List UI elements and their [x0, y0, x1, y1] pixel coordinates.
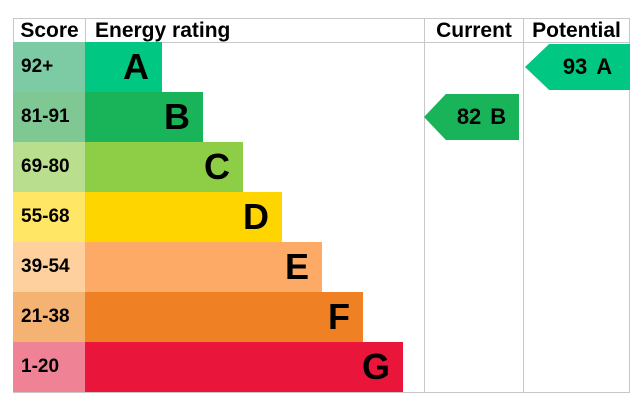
rating-band-row: 92+ A	[13, 42, 424, 92]
epc-table: Score Energy rating Current Potential 92…	[13, 18, 630, 393]
score-column-divider	[85, 18, 86, 42]
current-rating-arrow: 82 B	[424, 94, 519, 140]
rating-band-bar: F	[85, 292, 363, 342]
potential-column-divider	[523, 18, 524, 392]
rating-band-letter: E	[284, 246, 309, 287]
table-right-border	[629, 18, 630, 392]
rating-band-letter: B	[164, 96, 190, 137]
score-range-cell: 1-20	[13, 342, 85, 392]
rating-band-row: 39-54 E	[13, 242, 424, 292]
rating-band-bar: D	[85, 192, 282, 242]
rating-band-bar: C	[85, 142, 243, 192]
current-rating-value: 82	[456, 104, 482, 129]
current-column-header: Current	[436, 18, 512, 42]
rating-band-row: 55-68 D	[13, 192, 424, 242]
rating-band-row: 69-80 C	[13, 142, 424, 192]
table-bottom-border	[13, 392, 630, 393]
table-top-border	[13, 18, 630, 19]
score-range-cell: 81-91	[13, 92, 85, 142]
potential-rating-arrow: 93 A	[525, 44, 630, 90]
rating-band-row: 81-91 B	[13, 92, 424, 142]
current-rating-band-letter: B	[490, 104, 507, 129]
score-range-cell: 21-38	[13, 292, 85, 342]
score-range-cell: 55-68	[13, 192, 85, 242]
rating-band-letter: C	[204, 146, 230, 187]
potential-rating-value: 93	[562, 54, 588, 79]
energy-rating-column-header: Energy rating	[95, 18, 231, 42]
rating-band-letter: D	[243, 196, 269, 237]
score-range-cell: 92+	[13, 42, 85, 92]
potential-column-header: Potential	[532, 18, 621, 42]
rating-band-row: 21-38 F	[13, 292, 424, 342]
rating-band-bar: G	[85, 342, 403, 392]
rating-band-letter: A	[123, 46, 149, 87]
rating-band-row: 1-20 G	[13, 342, 424, 392]
rating-band-bar: A	[85, 42, 162, 92]
header-bottom-border	[13, 42, 630, 43]
potential-rating-band-letter: A	[596, 54, 613, 79]
rating-band-letter: F	[328, 296, 350, 337]
score-column-header: Score	[20, 18, 79, 42]
rating-band-rows: 92+ A 81-91 B 69-80 C 55-68 D 39-54 E 21…	[13, 42, 424, 392]
score-range-cell: 69-80	[13, 142, 85, 192]
rating-band-bar: B	[85, 92, 203, 142]
rating-band-letter: G	[361, 346, 390, 387]
current-column-divider	[424, 18, 425, 392]
score-range-cell: 39-54	[13, 242, 85, 292]
rating-band-bar: E	[85, 242, 322, 292]
